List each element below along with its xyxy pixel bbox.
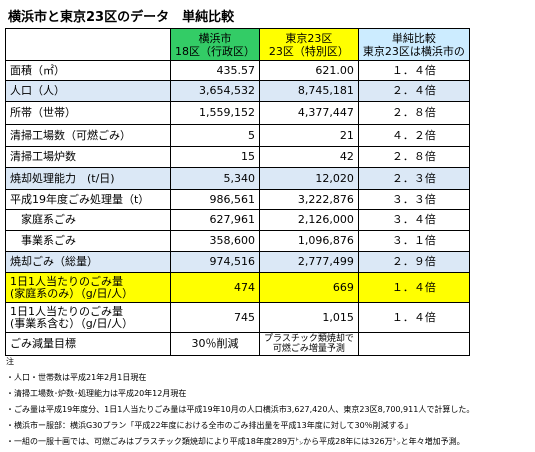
table-row: 事業系ごみ 358,600 1,096,876 ３．１倍 [5,230,470,252]
cell-line: (事業系含む）（g/日/人） [10,316,134,330]
cell: 4,377,447 [259,101,359,125]
cell: 8,745,181 [259,80,359,102]
table-row: ごみ減量目標 30％削減 プラスチック類焼却で 可燃ごみ増量予測 [5,332,470,356]
note-item: ・一組の一服十画では、可燃ごみはプラスチック類焼却により平成18年度289万㌧か… [6,437,465,446]
cell: 21 [259,124,359,147]
cell: 1,096,876 [259,230,359,252]
table-row: 所帯（世帯） 1,559,152 4,377,447 ２．８倍 [5,101,470,125]
cell: 974,516 [170,251,260,273]
cell: 5,340 [170,167,260,190]
header-cell: 単純比較 東京23区は横浜市の [357,28,470,61]
cell: 3,222,876 [259,189,359,210]
notes-heading: 注 [6,357,14,366]
cell-line: 東京23区は横浜市の [362,44,465,58]
cell: １．４倍 [357,302,470,333]
cell: ２．９倍 [357,251,470,273]
cell: 1,015 [259,302,359,333]
row-label: 面積（㎡） [5,60,171,81]
note-item: ・人口・世帯数は平成21年2月1日現在 [6,373,147,382]
table-row: 1日1人当たりのごみ量 (家庭系のみ）（g/日/人） 474 669 １．４倍 [5,272,470,303]
row-label: 1日1人当たりのごみ量 (家庭系のみ）（g/日/人） [5,272,171,303]
cell: ２．８倍 [357,146,470,168]
cell: 358,600 [170,230,260,252]
table-row: 平成19年度ごみ処理量（t） 986,561 3,222,876 ３．３倍 [5,189,470,210]
cell: 745 [170,302,260,333]
cell-line: (家庭系のみ）（g/日/人） [10,286,134,300]
table-row: 清掃工場数（可燃ごみ） 5 21 ４．２倍 [5,124,470,147]
table-row: 1日1人当たりのごみ量 (事業系含む）（g/日/人） 745 1,015 １．４倍 [5,302,470,333]
cell: 474 [170,272,260,303]
cell: 627,961 [170,209,260,231]
row-label: 1日1人当たりのごみ量 (事業系含む）（g/日/人） [5,302,171,333]
cell: ３．１倍 [357,230,470,252]
cell: ３．３倍 [357,189,470,210]
cell: 621.00 [259,60,359,81]
table-row: 焼却ごみ（総量） 974,516 2,777,499 ２．９倍 [5,251,470,273]
cell: 12,020 [259,167,359,190]
data-table: 横浜市 18区（行政区） 東京23区 23区（特別区） 単純比較 東京23区は横浜市の 面積… [5,28,470,356]
cell-line: 1日1人当たりのごみ量 [10,304,123,318]
row-label: 事業系ごみ [5,230,171,252]
cell: 435.57 [170,60,260,81]
cell: 15 [170,146,260,168]
cell-line: 横浜市 [198,31,232,45]
row-label: 清掃工場数（可燃ごみ） [5,124,171,147]
cell: 986,561 [170,189,260,210]
cell: 30％削減 [170,332,260,356]
row-label: 焼却ごみ（総量） [5,251,171,273]
cell: プラスチック類焼却で 可燃ごみ増量予測 [259,332,359,356]
cell: 5 [170,124,260,147]
row-label: 人口（人） [5,80,171,102]
cell: ２．８倍 [357,101,470,125]
cell: 2,777,499 [259,251,359,273]
note-item: ・ごみ量は平成19年度分、1日1人当たりごみ量は平成19年10月の人口横浜市3,… [6,405,475,414]
row-label: 家庭系ごみ [5,209,171,231]
header-row: 横浜市 18区（行政区） 東京23区 23区（特別区） 単純比較 東京23区は横浜市の [5,28,470,61]
table-row: 家庭系ごみ 627,961 2,126,000 ３．４倍 [5,209,470,231]
cell: 669 [259,272,359,303]
title: 横浜市と東京23区のデータ 単純比較 [8,10,235,25]
cell: 42 [259,146,359,168]
header-cell: 横浜市 18区（行政区） [170,28,260,61]
note-item: ・横浜市ー服部：横浜G30プラン「平成22年度における全市のごみ排出量を平成13… [6,421,413,430]
row-label: 所帯（世帯） [5,101,171,125]
row-label: 平成19年度ごみ処理量（t） [5,189,171,210]
cell-line: 1日1人当たりのごみ量 [10,274,123,288]
cell: 2,126,000 [259,209,359,231]
table-row: 人口（人） 3,654,532 8,745,181 ２．４倍 [5,80,470,102]
cell: １．４倍 [357,60,470,81]
cell: ４．２倍 [357,124,470,147]
cell: ２．３倍 [357,167,470,190]
cell-line: 東京23区 [285,31,333,45]
cell: 1,559,152 [170,101,260,125]
header-cell [5,28,171,61]
cell: １．４倍 [357,272,470,303]
cell: ２．４倍 [357,80,470,102]
table-row: 焼却処理能力 (t/日) 5,340 12,020 ２．３倍 [5,167,470,190]
table-row: 面積（㎡） 435.57 621.00 １．４倍 [5,60,470,81]
cell-line: 可燃ごみ増量予測 [272,344,345,354]
notes: 注・人口・世帯数は平成21年2月1日現在・清掃工場数･炉数･処理能力は平成20年… [6,354,474,450]
note-item: ・清掃工場数･炉数･処理能力は平成20年12月現在 [6,389,187,398]
cell: 3,654,532 [170,80,260,102]
row-label: 焼却処理能力 (t/日) [5,167,171,190]
row-label: ごみ減量目標 [5,332,171,356]
row-label: 清掃工場炉数 [5,146,171,168]
cell-line: 23区（特別区） [268,44,349,58]
cell: ３．４倍 [357,209,470,231]
cell [357,332,470,356]
cell-line: プラスチック類焼却で [264,334,354,344]
cell-line: 18区（行政区） [175,44,255,58]
table-row: 清掃工場炉数 15 42 ２．８倍 [5,146,470,168]
header-cell: 東京23区 23区（特別区） [259,28,359,61]
cell-line: 単純比較 [391,31,436,45]
